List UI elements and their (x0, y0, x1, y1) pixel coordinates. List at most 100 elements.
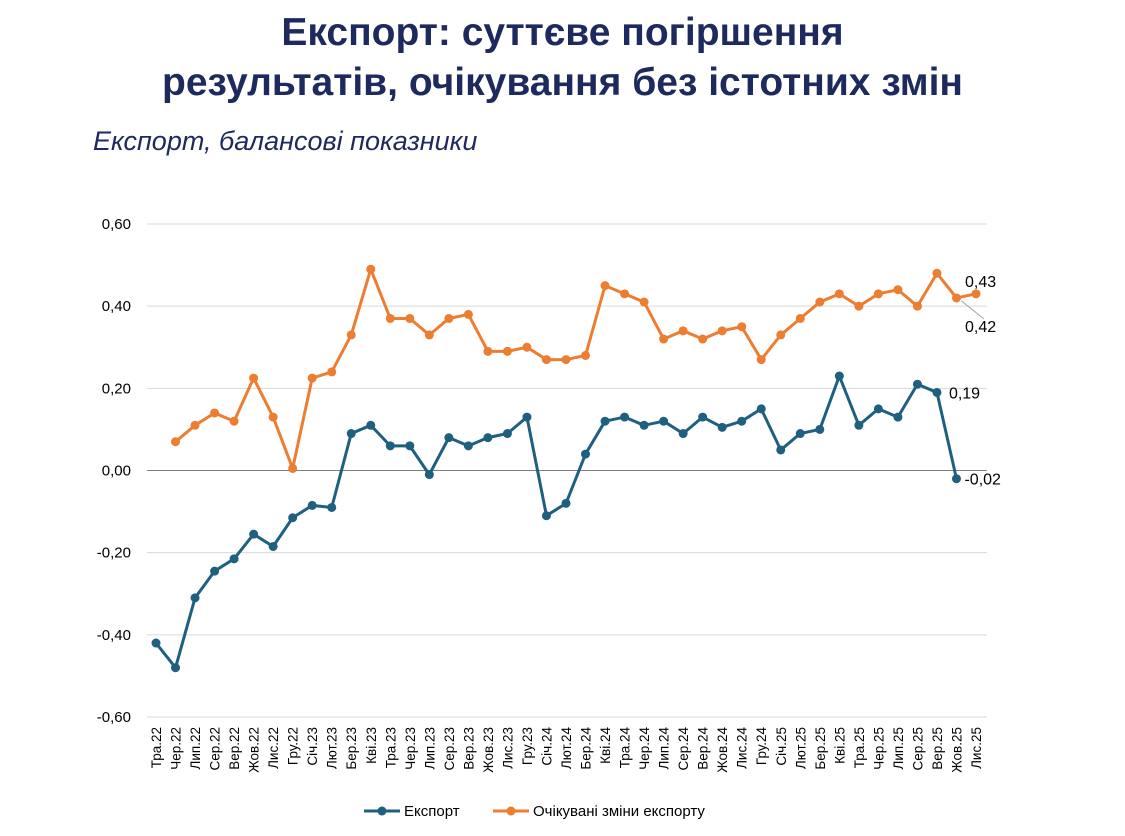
series-1-point (385, 441, 395, 451)
title-line-2: результатів, очікування без істотних змі… (162, 61, 963, 104)
series-1-point (756, 404, 766, 414)
x-tick-label: Лис.23 (500, 727, 515, 769)
series-1-point (639, 420, 649, 430)
series-2-point (795, 313, 805, 323)
series-2-point (912, 301, 922, 311)
series-1-point (815, 424, 825, 434)
series-1-point (444, 433, 454, 443)
series-1-point (502, 429, 512, 439)
series-2-point (737, 322, 747, 332)
series-1-point (737, 416, 747, 426)
data-label-export: 0,19 (949, 385, 980, 402)
series-1-point (541, 511, 551, 521)
series-1-point (659, 416, 669, 426)
x-tick-label: Січ.23 (305, 727, 320, 766)
y-tick-label: -0,40 (97, 627, 131, 644)
x-tick-label: Жов.22 (247, 727, 262, 773)
x-tick-label: Тра.23 (383, 727, 398, 768)
series-2-point (385, 313, 395, 323)
x-tick-label: Тра.22 (149, 727, 164, 768)
x-tick-label: Вер.23 (461, 727, 476, 770)
series-2-point (932, 268, 942, 278)
series-2-point (951, 293, 961, 303)
series-2-point (307, 373, 317, 383)
data-label-export: -0,02 (964, 472, 1001, 489)
legend-marker-export (377, 806, 387, 816)
series-2-point (815, 297, 825, 307)
series-1-point (776, 445, 786, 455)
x-tick-label: Січ.25 (774, 727, 789, 766)
x-tick-label: Бер.23 (344, 727, 359, 770)
x-tick-label: Лип.25 (891, 727, 906, 769)
x-tick-label: Лип.23 (422, 727, 437, 769)
series-1-point (288, 513, 298, 523)
chart-subtitle: Експорт, балансові показники (93, 126, 478, 156)
series-1-point (951, 474, 961, 484)
x-tick-label: Тра.25 (852, 727, 867, 768)
series-1-point (893, 412, 903, 422)
series-1-point (171, 663, 181, 673)
series-2-point (541, 355, 551, 365)
series-1-point (795, 429, 805, 439)
series-1-point (424, 470, 434, 480)
series-2-point (444, 313, 454, 323)
x-tick-label: Жов.25 (949, 727, 964, 773)
x-tick-label: Січ.24 (539, 727, 554, 766)
y-tick-label: 0,00 (102, 463, 131, 480)
series-2-point (288, 463, 298, 473)
series-1-point (561, 498, 571, 508)
series-1-point (327, 502, 337, 512)
series-1-point (229, 554, 239, 564)
series-1-point (912, 379, 922, 389)
leader-line (961, 300, 985, 320)
series-2-point (971, 289, 981, 299)
series-2-point (268, 412, 278, 422)
series-1-point (366, 420, 376, 430)
data-label-expected: 0,42 (965, 319, 996, 336)
series-2-point (424, 330, 434, 340)
series-2-point (463, 309, 473, 319)
series-1-point (522, 412, 532, 422)
x-tick-label: Вер.22 (227, 727, 242, 770)
series-2-point (561, 355, 571, 365)
x-tick-label: Лис.25 (969, 727, 984, 769)
series-1-point (854, 420, 864, 430)
x-tick-label: Вер.25 (930, 727, 945, 770)
x-tick-label: Жов.23 (481, 727, 496, 773)
series-2-point (249, 373, 259, 383)
series-2-point (483, 346, 493, 356)
series-2-point (229, 416, 239, 426)
x-tick-label: Вер.24 (696, 727, 711, 770)
legend-label-expected: Очікувані зміни експорту (533, 803, 705, 820)
series-2-point (522, 342, 532, 352)
x-tick-label: Кві.23 (364, 727, 379, 764)
series-2-point (405, 313, 415, 323)
series-2-point (366, 264, 376, 274)
series-1-point (249, 529, 259, 539)
series-1-point (620, 412, 630, 422)
series-2-point (171, 437, 181, 447)
x-tick-label: Лют.25 (793, 727, 808, 769)
y-tick-label: 0,60 (102, 216, 131, 233)
series-2-point (873, 289, 883, 299)
series-2-point (620, 289, 630, 299)
x-tick-label: Тра.24 (618, 727, 633, 769)
series-2-point (639, 297, 649, 307)
y-tick-label: -0,20 (97, 545, 131, 562)
series-2-point (600, 281, 610, 291)
series-1-point (873, 404, 883, 414)
series-1-point (932, 387, 942, 397)
series-2-point (327, 367, 337, 377)
series-1-point (483, 433, 493, 443)
series-2-point (834, 289, 844, 299)
series-1-point (717, 422, 727, 432)
series-2-point (893, 285, 903, 295)
x-tick-label: Бер.24 (579, 727, 594, 770)
slide-title: Експорт: суттєве погіршення результатів,… (0, 8, 1125, 108)
x-tick-label: Бер.25 (813, 727, 828, 770)
x-tick-label: Жов.24 (715, 727, 730, 773)
series-2-point (659, 334, 669, 344)
series-2-point (581, 350, 591, 360)
series-line-1 (154, 374, 958, 670)
series-1-point (210, 566, 220, 576)
